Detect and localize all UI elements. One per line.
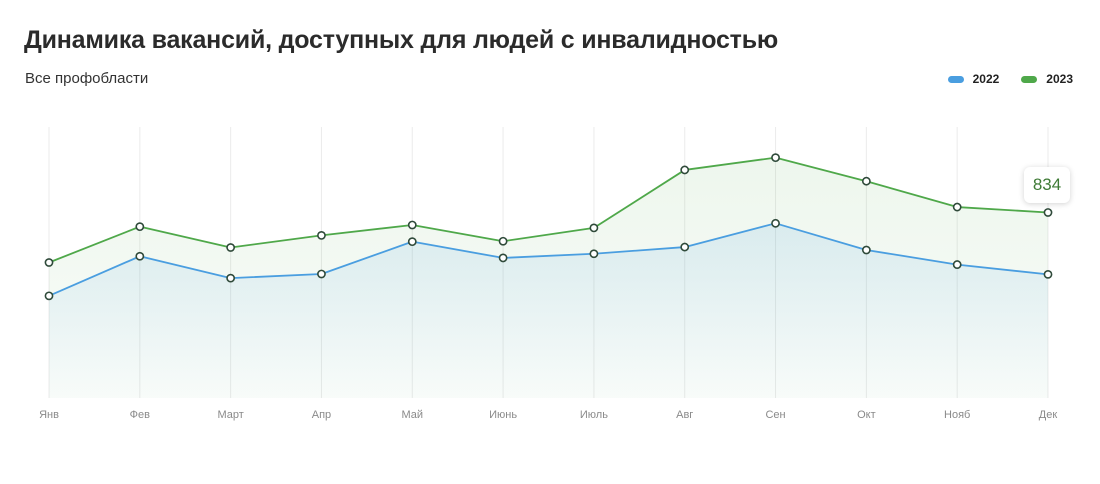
- tooltip-value: 834: [1024, 167, 1070, 203]
- data-point-2023[interactable]: [771, 153, 780, 163]
- x-tick-label: Июнь: [489, 409, 517, 421]
- x-tick-label: Авг: [676, 409, 693, 421]
- x-tick-label: Дек: [1039, 409, 1058, 421]
- data-point-2023[interactable]: [861, 176, 871, 186]
- data-point-2023[interactable]: [226, 243, 236, 252]
- data-point-2023[interactable]: [135, 222, 145, 232]
- data-point-2023[interactable]: [952, 202, 962, 212]
- series-area-2022: [49, 223, 1048, 398]
- data-point-2022[interactable]: [226, 273, 236, 283]
- data-point-2022[interactable]: [317, 269, 326, 279]
- data-point-2023[interactable]: [680, 165, 690, 175]
- series-line-2023: [48, 156, 1049, 264]
- data-point-2023[interactable]: [44, 258, 54, 267]
- legend-item-2023[interactable]: 2023: [1021, 72, 1073, 86]
- data-point-2023[interactable]: [407, 220, 417, 230]
- data-point-2022[interactable]: [407, 237, 417, 247]
- series-line-2022: [48, 222, 1049, 297]
- x-tick-label: Март: [217, 409, 243, 421]
- data-point-2022[interactable]: [589, 249, 599, 259]
- data-point-2023[interactable]: [498, 236, 508, 246]
- data-point-2022[interactable]: [1043, 269, 1053, 279]
- legend: 2022 2023: [947, 72, 1073, 86]
- legend-swatch-2022: [947, 75, 964, 83]
- data-point-2022[interactable]: [680, 242, 690, 252]
- x-tick-label: Сен: [765, 409, 785, 421]
- data-point-2022[interactable]: [861, 245, 871, 255]
- x-tick-label: Фев: [130, 409, 150, 421]
- data-point-2022[interactable]: [952, 260, 962, 269]
- legend-swatch-2023: [1021, 75, 1038, 83]
- x-tick-label: Нояб: [944, 409, 970, 421]
- data-point-2022[interactable]: [44, 291, 54, 301]
- legend-label-2022: 2022: [972, 72, 1000, 86]
- data-point-2023[interactable]: [317, 230, 326, 240]
- legend-item-2022[interactable]: 2022: [947, 72, 1000, 86]
- data-point-2022[interactable]: [135, 251, 145, 261]
- data-point-2023[interactable]: [1043, 208, 1053, 217]
- x-tick-label: Апр: [312, 409, 331, 421]
- x-tick-label: Май: [401, 409, 423, 421]
- data-point-2022[interactable]: [771, 218, 780, 228]
- x-tick-label: Июль: [580, 409, 608, 421]
- x-tick-label: Окт: [857, 409, 876, 421]
- data-point-2023[interactable]: [589, 223, 599, 233]
- x-tick-label: Янв: [39, 409, 59, 421]
- data-point-2022[interactable]: [498, 253, 508, 263]
- chart-title: Динамика вакансий, доступных для людей с…: [24, 26, 779, 54]
- legend-label-2023: 2023: [1046, 72, 1073, 86]
- chart-subtitle[interactable]: Все профобласти: [25, 70, 149, 87]
